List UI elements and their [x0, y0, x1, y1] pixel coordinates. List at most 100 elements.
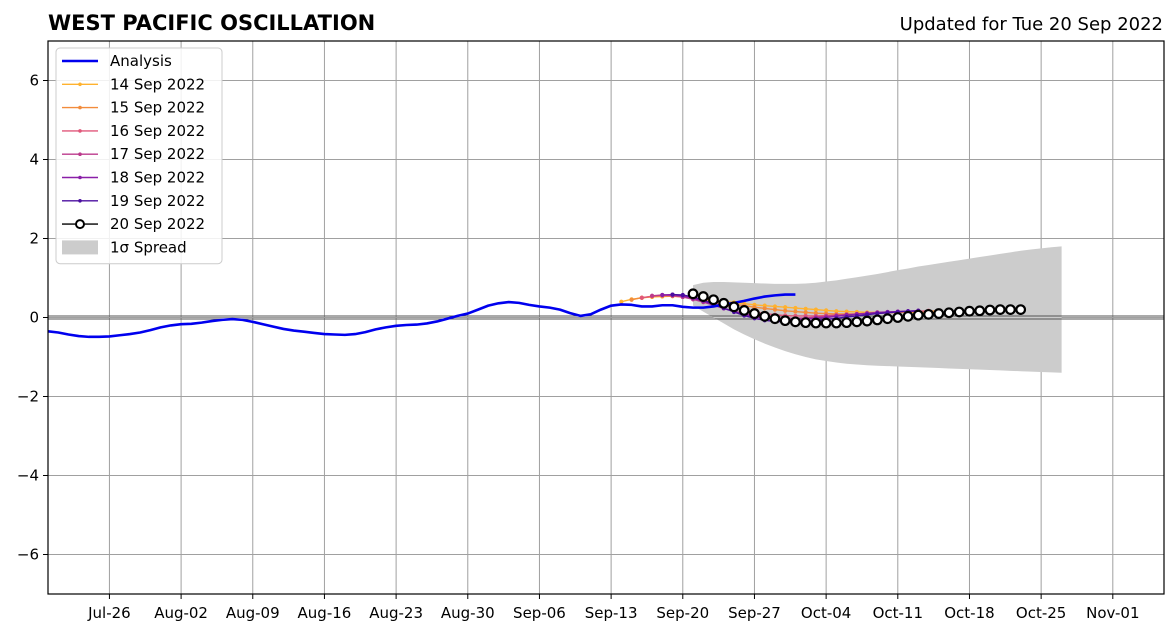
x-tick-label: Aug-30 [441, 604, 495, 622]
latest-point [830, 317, 842, 329]
latest-point [892, 312, 904, 323]
legend-item: 15 Sep 2022 [62, 99, 205, 117]
x-tick-label: Oct-04 [801, 604, 851, 622]
legend-marker [75, 219, 85, 230]
legend-label: 17 Sep 2022 [110, 145, 205, 163]
x-tick-label: Sep-06 [513, 604, 566, 622]
x-tick-label: Aug-09 [226, 604, 280, 622]
latest-point [851, 316, 863, 328]
x-tick-label: Aug-23 [369, 604, 423, 622]
x-tick-label: Aug-02 [154, 604, 208, 622]
latest-point [687, 288, 699, 300]
latest-point [800, 317, 812, 329]
legend-item: 19 Sep 2022 [62, 192, 205, 210]
latest-point [841, 317, 853, 329]
x-tick-label: Aug-16 [298, 604, 352, 622]
latest-point [912, 309, 924, 321]
latest-point [994, 304, 1006, 316]
latest-point [769, 313, 781, 325]
latest-point [718, 297, 730, 309]
latest-point [984, 304, 996, 316]
latest-point [759, 310, 771, 322]
forecast-point [803, 310, 808, 315]
forecast-point [629, 297, 634, 302]
latest-point [1005, 304, 1016, 316]
latest-point [728, 301, 740, 313]
forecast-point [670, 292, 675, 297]
latest-point [810, 317, 822, 329]
latest-point [871, 314, 883, 326]
forecast-point [639, 295, 644, 300]
latest-point [738, 304, 750, 316]
y-tick-label: 4 [29, 151, 39, 169]
legend-label: 16 Sep 2022 [110, 122, 205, 140]
legend-label: 19 Sep 2022 [110, 192, 205, 210]
chart-title: WEST PACIFIC OSCILLATION [48, 11, 375, 35]
latest-point [749, 308, 760, 319]
legend-item: Analysis [62, 52, 172, 70]
latest-point [861, 315, 873, 327]
forecast-point [783, 305, 788, 310]
latest-point [902, 310, 914, 322]
axes: Jul-26 Aug-02 Aug-09 Aug-16 Aug-23 Aug-30 Sep-… [17, 40, 1165, 622]
latest-point [923, 308, 934, 320]
legend-marker [78, 152, 82, 156]
legend-label: 18 Sep 2022 [110, 169, 205, 187]
legend-label: 15 Sep 2022 [110, 99, 205, 117]
legend-item: 20 Sep 2022 [62, 215, 205, 233]
legend-marker [78, 129, 82, 133]
spread-band [693, 246, 1062, 373]
latest-point [882, 313, 893, 325]
legend-item: 1σ Spread [62, 238, 187, 256]
chart-subtitle: Updated for Tue 20 Sep 2022 [900, 14, 1163, 35]
latest-point [943, 307, 955, 319]
x-tick-label: Oct-18 [944, 604, 994, 622]
legend-item: 16 Sep 2022 [62, 122, 205, 140]
legend-label: 14 Sep 2022 [110, 75, 205, 93]
forecast-point [660, 292, 665, 298]
x-tick-label: Nov-01 [1086, 604, 1139, 622]
x-tick-label: Oct-25 [1016, 604, 1066, 622]
latest-point [933, 308, 945, 319]
y-tick-label: −6 [17, 546, 39, 564]
series-layer [47, 288, 1027, 339]
y-tick-label: 2 [29, 230, 39, 248]
legend-label: Analysis [110, 52, 172, 70]
latest-point [953, 306, 965, 318]
latest-point [697, 291, 709, 302]
x-tick-label: Jul-26 [87, 604, 131, 622]
analysis-line [47, 293, 796, 339]
legend-marker [78, 105, 82, 110]
legend-label: 20 Sep 2022 [110, 215, 205, 233]
forecast-point [793, 305, 798, 311]
latest-series [687, 288, 1027, 329]
y-tick-label: 6 [29, 72, 39, 90]
latest-point [964, 305, 975, 317]
forecast-point [772, 307, 778, 312]
latest-point [974, 305, 986, 317]
legend-item: 17 Sep 2022 [62, 145, 205, 163]
forecast-point [803, 306, 808, 311]
latest-point [708, 294, 719, 306]
latest-point [790, 316, 801, 328]
x-tick-label: Sep-20 [656, 604, 709, 622]
x-tick-label: Oct-11 [873, 604, 923, 622]
y-tick-label: −2 [17, 388, 39, 406]
y-tick-label: −4 [17, 467, 39, 485]
forecast-point [793, 309, 798, 314]
latest-point [1015, 304, 1027, 316]
forecast-point [762, 306, 767, 311]
forecast-point [619, 299, 624, 304]
legend-item: 14 Sep 2022 [62, 75, 205, 93]
latest-point [779, 315, 791, 327]
x-tick-label: Sep-13 [585, 604, 638, 622]
forecast-point [680, 292, 685, 298]
x-tick-label: Sep-27 [728, 604, 781, 622]
legend-label: 1σ Spread [110, 238, 187, 256]
legend-marker [78, 199, 82, 203]
latest-point [820, 317, 832, 329]
legend: Analysis 14 Sep 2022 15 Sep 2022 16 Sep 202… [55, 47, 223, 265]
legend-swatch [62, 240, 98, 255]
legend-box [55, 47, 223, 265]
